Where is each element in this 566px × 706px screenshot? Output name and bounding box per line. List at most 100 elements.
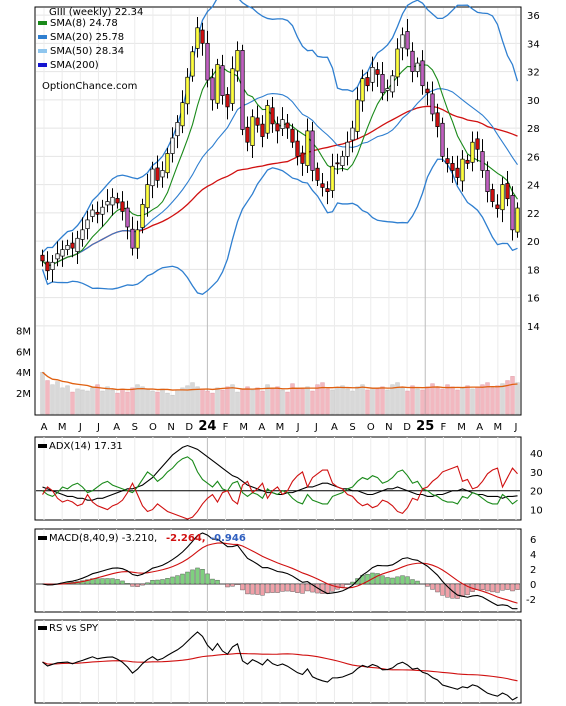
candle-body (505, 183, 510, 200)
volume-bar (415, 388, 420, 415)
volume-bar (55, 381, 60, 415)
candle-body (160, 170, 165, 178)
volume-bar (450, 386, 455, 415)
macd-tick-label: -2 (526, 595, 536, 606)
volume-bar (195, 386, 200, 415)
price-tick-label: 20 (527, 237, 540, 248)
legend-swatch-sma8 (38, 21, 47, 25)
macd-histogram-bar (515, 583, 520, 590)
candle-body (150, 168, 155, 187)
volume-bar (360, 384, 365, 415)
volume-bar (425, 386, 430, 415)
volume-bar (420, 389, 425, 415)
candle-body (210, 77, 215, 101)
volume-bar (155, 391, 160, 415)
candle-body (320, 183, 325, 188)
x-tick-label: J (296, 422, 300, 433)
volume-bar (235, 391, 240, 415)
macd-histogram-bar (400, 575, 405, 585)
volume-bar (510, 376, 515, 415)
macd-tick-label: 2 (530, 565, 536, 576)
macd-histogram-bar (235, 583, 240, 585)
candle-body (280, 119, 285, 130)
macd-title-swatch (38, 536, 47, 540)
candle-body (255, 117, 260, 126)
macd-histogram-bar (430, 583, 435, 590)
price-layer (40, 0, 520, 295)
candle-body (235, 50, 240, 72)
macd-histogram-bar (445, 583, 450, 598)
macd-histogram-bar (185, 571, 190, 585)
macd-histogram-bar (150, 580, 155, 585)
macd-histogram-bar (125, 583, 130, 585)
legend-sma50: SMA(50) 28.34 (50, 46, 124, 57)
volume-bar (175, 389, 180, 415)
candle-body (170, 137, 175, 154)
x-tick-label: D (403, 422, 411, 433)
macd-histogram-bar (100, 578, 105, 585)
candle-body (195, 27, 200, 49)
macd-histogram-bar (155, 579, 160, 585)
volume-bar (180, 387, 185, 415)
x-tick-label: S (349, 422, 355, 433)
candle-body (145, 184, 150, 209)
volume-bar (310, 390, 315, 415)
volume-bar (385, 389, 390, 415)
volume-bar (240, 388, 245, 415)
candle-body (110, 196, 115, 206)
rs-panel-frame (34, 619, 522, 704)
volume-bar (200, 388, 205, 415)
volume-bar (440, 388, 445, 415)
candle-body (120, 201, 125, 212)
macd-histogram-bar (275, 583, 280, 593)
volume-bar (135, 384, 140, 415)
macd-histogram-bar (280, 583, 285, 592)
volume-bar (455, 389, 460, 415)
volume-bar (130, 387, 135, 415)
adx-panel-frame (34, 436, 522, 521)
volume-bar (365, 389, 370, 415)
volume-bar (435, 387, 440, 415)
macd-line (42, 532, 518, 610)
candle-body (70, 242, 75, 249)
volume-bar (500, 383, 505, 415)
candle-body (50, 261, 55, 270)
volume-bar (445, 384, 450, 415)
macd-histogram-bar (200, 569, 205, 585)
price-tick-label: 14 (527, 322, 540, 333)
volume-bar (250, 389, 255, 415)
volume-bar (165, 392, 170, 415)
bollinger-lower-band (41, 158, 518, 295)
candle-body (45, 261, 50, 272)
macd-histogram-bar (500, 583, 505, 591)
rs-title-swatch (38, 626, 47, 630)
watermark: OptionChance.com (42, 81, 137, 92)
macd-histogram-bar (495, 583, 500, 593)
candle-body (335, 162, 340, 165)
candle-body (480, 151, 485, 171)
candle-body (220, 65, 225, 96)
macd-histogram-bar (85, 579, 90, 585)
volume-bar (70, 391, 75, 415)
candle-body (390, 75, 395, 93)
adx-title: ADX(14) 17.31 (49, 441, 123, 452)
macd-title: MACD(8,40,9) -3.210, (49, 533, 157, 544)
price-tick-label: 18 (527, 265, 540, 276)
macd-histogram-bar (225, 583, 230, 588)
macd-histogram-bar (340, 583, 345, 588)
candle-body (135, 229, 140, 249)
candle-body (445, 158, 450, 164)
volume-tick-label: 4M (16, 368, 31, 379)
candle-body (475, 138, 480, 150)
volume-bar (320, 382, 325, 415)
volume-bar (370, 387, 375, 415)
candle-body (500, 184, 505, 211)
macd-histogram-bar (485, 583, 490, 592)
macd-histogram-bar (480, 583, 485, 590)
macd-histogram-bar (250, 583, 255, 595)
macd-histogram-bar (245, 583, 250, 595)
macd-histogram-bar (380, 575, 385, 585)
volume-bar (375, 388, 380, 415)
candle-body (365, 77, 370, 87)
x-tick-label: A (258, 422, 265, 433)
